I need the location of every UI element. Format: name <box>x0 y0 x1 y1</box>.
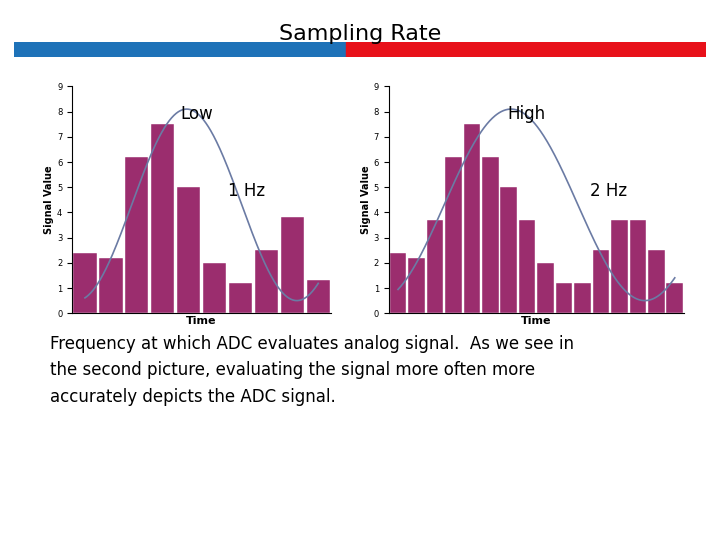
Bar <box>151 124 174 313</box>
Bar <box>629 220 646 313</box>
Bar <box>408 258 425 313</box>
Bar <box>593 250 609 313</box>
Bar <box>648 250 665 313</box>
X-axis label: Time: Time <box>521 316 552 326</box>
Bar <box>482 157 498 313</box>
Bar <box>464 124 480 313</box>
Text: Sampling Rate: Sampling Rate <box>279 24 441 44</box>
Bar <box>99 258 122 313</box>
Bar <box>390 253 406 313</box>
Bar <box>229 283 252 313</box>
Y-axis label: Signal Value: Signal Value <box>44 165 54 234</box>
Bar <box>427 220 444 313</box>
Bar <box>556 283 572 313</box>
Text: 2 Hz: 2 Hz <box>590 181 626 200</box>
Bar <box>307 280 330 313</box>
Bar <box>177 187 200 313</box>
Bar <box>73 253 96 313</box>
Bar <box>445 157 462 313</box>
Bar <box>255 250 278 313</box>
Text: Frequency at which ADC evaluates analog signal.  As we see in
the second picture: Frequency at which ADC evaluates analog … <box>50 335 575 406</box>
Bar <box>537 263 554 313</box>
Text: Low: Low <box>181 105 214 123</box>
Bar <box>667 283 683 313</box>
Bar <box>611 220 628 313</box>
Bar <box>519 220 536 313</box>
Bar <box>575 283 591 313</box>
X-axis label: Time: Time <box>186 316 217 326</box>
Y-axis label: Signal Value: Signal Value <box>361 165 371 234</box>
Text: High: High <box>507 105 545 123</box>
Bar <box>500 187 517 313</box>
Text: 1 Hz: 1 Hz <box>228 181 265 200</box>
Bar <box>14 42 346 57</box>
Bar <box>281 218 304 313</box>
Bar <box>346 42 706 57</box>
Bar <box>203 263 226 313</box>
Bar <box>125 157 148 313</box>
